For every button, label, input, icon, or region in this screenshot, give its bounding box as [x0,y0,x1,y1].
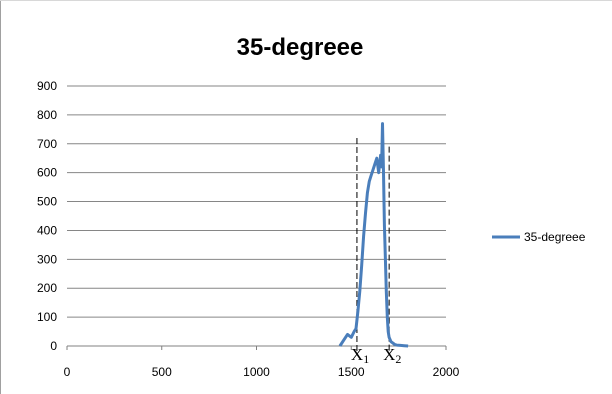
frame-border-left [0,0,1,394]
annotation-subscript: 2 [395,352,401,366]
y-axis-tick-labels: 0 100 200 300 400 500 600 700 800 900 [37,79,57,353]
chart-title: 35-degreee [236,34,364,61]
x-axis-tick-labels: 0 500 1000 1500 2000 [64,365,460,379]
y-tick-label: 500 [37,195,57,209]
x-tick-label: 500 [152,365,172,379]
x-tick-label: 0 [64,365,71,379]
y-tick-label: 400 [37,223,57,237]
y-tick-label: 800 [37,108,57,122]
y-tick-label: 700 [37,137,57,151]
x-tick-label: 1500 [338,365,365,379]
y-tick-label: 0 [50,339,57,353]
y-tick-label: 900 [37,79,57,93]
y-tick-label: 300 [37,252,57,266]
annotation-subscript: 1 [363,352,369,366]
series-line [338,122,409,348]
gridlines [66,85,447,350]
annotation-label: X2 [383,345,401,366]
x-tick-label: 1000 [243,365,270,379]
y-tick-label: 600 [37,166,57,180]
y-tick-label: 100 [37,310,57,324]
series-group [338,122,409,348]
legend-label: 35-degreee [524,230,586,244]
annotation-label: X1 [351,345,369,366]
frame-border-top [0,0,612,1]
y-tick-label: 200 [37,281,57,295]
x-tick-label: 2000 [433,365,460,379]
legend: 35-degreee [492,230,586,244]
